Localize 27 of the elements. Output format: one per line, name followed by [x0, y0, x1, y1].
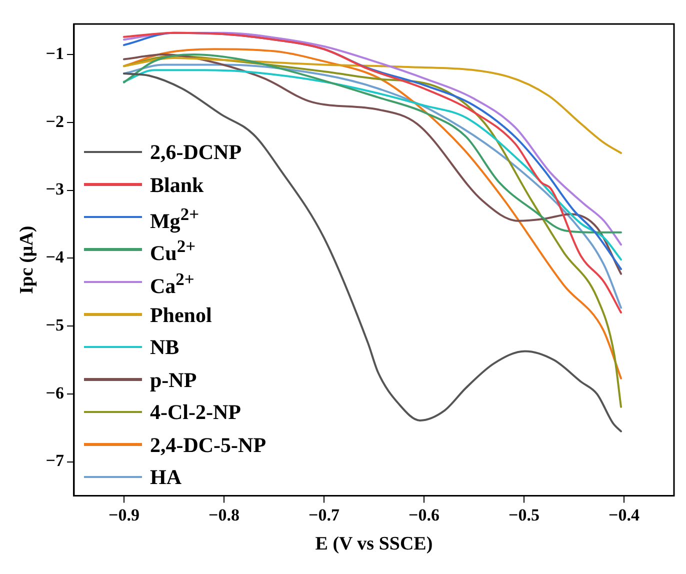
y-tick-label: −5 [46, 315, 64, 334]
legend-label: 2,4-DC-5-NP [150, 432, 266, 457]
legend-label: Cu$^{2+}$ [150, 236, 196, 266]
legend-label: HA [150, 465, 182, 490]
x-tick-label: −0.8 [208, 505, 240, 524]
x-tick-label: −0.7 [308, 505, 340, 524]
legend-label: Ca$^{2+}$ [150, 268, 194, 298]
legend-label: NB [150, 335, 180, 360]
y-tick-label: −2 [46, 112, 64, 131]
y-tick-label: −7 [46, 451, 64, 470]
x-axis-title: E (V vs SSCE) [315, 534, 433, 555]
x-tick-label: −0.5 [508, 505, 540, 524]
y-tick-label: −4 [46, 248, 64, 267]
y-tick-label: −3 [46, 180, 64, 199]
x-tick-label: −0.9 [108, 505, 140, 524]
x-tick-label: −0.4 [608, 505, 640, 524]
legend-label: 4-Cl-2-NP [150, 400, 241, 424]
y-axis-title: Ipc (μA) [16, 226, 38, 294]
y-tick-label: −1 [46, 44, 64, 63]
line-series [122, 54, 622, 234]
legend-label: Mg$^{2+}$ [150, 204, 200, 233]
y-tick-label: −6 [46, 383, 64, 402]
x-tick-label: −0.6 [408, 505, 440, 524]
legend-label: p-NP [150, 368, 197, 392]
legend-label: 2,6-DCNP [150, 140, 242, 164]
legend-label: Blank [150, 172, 204, 197]
legend-label: Phenol [150, 302, 212, 327]
